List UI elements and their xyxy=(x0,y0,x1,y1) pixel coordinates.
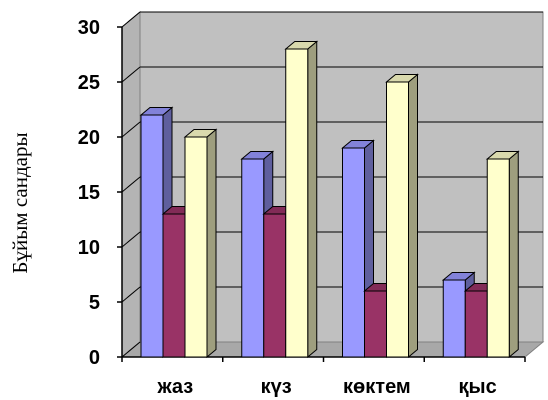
bar-front xyxy=(184,136,208,358)
bar-күз-series-3 xyxy=(284,40,319,359)
y-axis-title: Бұйым сандары xyxy=(8,132,32,273)
gridline-side-30 xyxy=(121,11,141,28)
y-tick-label-0: 0 xyxy=(89,347,100,369)
bar-front xyxy=(442,279,466,358)
bar-front xyxy=(364,290,387,358)
y-tick-label-15: 15 xyxy=(78,182,100,204)
bar-front xyxy=(486,158,510,358)
gridline-side-20 xyxy=(121,121,141,138)
x-category-label-күз: күз xyxy=(261,376,292,398)
x-category-label-қыс: қыс xyxy=(459,376,497,398)
bar-side xyxy=(307,40,318,359)
bar-front xyxy=(140,114,164,358)
bar-side xyxy=(508,150,519,359)
gridline-side-0 xyxy=(121,341,141,358)
x-category-label-жаз: жаз xyxy=(157,376,194,398)
gridline-side-25 xyxy=(121,66,141,83)
gridline-side-15 xyxy=(121,176,141,193)
bar-жаз-series-3 xyxy=(183,128,218,359)
bar-side xyxy=(206,128,217,359)
bars xyxy=(139,40,520,359)
bar-front xyxy=(464,290,488,358)
bar-front xyxy=(162,213,186,358)
y-tick-label-5: 5 xyxy=(89,292,100,314)
x-category-label-көктем: көктем xyxy=(343,376,411,398)
x-category-labels: жаз күз көктем қыс xyxy=(157,376,497,398)
bar-front xyxy=(241,158,265,358)
bar-қыс-series-3 xyxy=(485,150,520,359)
bar-side xyxy=(408,73,418,359)
bar-көктем-series-3 xyxy=(385,73,419,359)
y-tick-label-20: 20 xyxy=(78,127,100,149)
bar-front xyxy=(386,81,409,358)
y-tick-label-10: 10 xyxy=(78,237,100,259)
gridline-side-10 xyxy=(121,231,141,248)
gridline-side-5 xyxy=(121,286,141,303)
bar-front xyxy=(285,48,309,358)
bar-front xyxy=(263,213,287,358)
bar-front xyxy=(342,147,365,358)
y-tick-label-25: 25 xyxy=(78,72,100,94)
y-tick-labels: 0 5 10 15 20 25 30 xyxy=(78,17,100,369)
y-tick-label-30: 30 xyxy=(78,17,100,39)
